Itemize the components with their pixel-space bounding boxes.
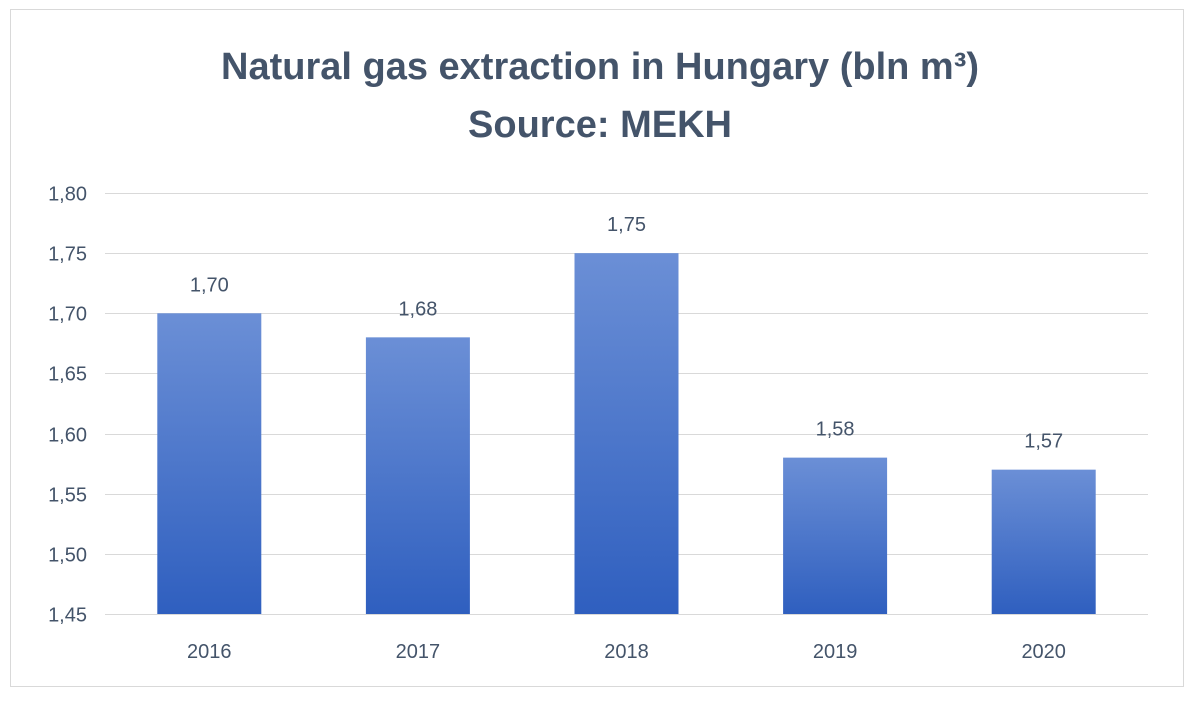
x-tick-label-2019: 2019 <box>813 641 858 663</box>
y-tick-label: 1,70 <box>48 304 87 326</box>
bar-2019 <box>783 457 888 614</box>
x-tick-label-2020: 2020 <box>1021 641 1066 663</box>
chart-title: Natural gas extraction in Hungary (bln m… <box>0 38 1200 154</box>
bar-2017 <box>365 337 470 614</box>
bar-2020 <box>991 469 1096 614</box>
data-label-2017: 1,68 <box>398 298 437 320</box>
y-tick-label: 1,60 <box>48 425 87 447</box>
data-labels: 1,70 1,68 1,75 1,58 1,57 <box>190 214 1063 453</box>
y-tick-label: 1,55 <box>48 485 87 507</box>
y-tick-label: 1,45 <box>48 605 87 627</box>
chart-title-line-2: Source: MEKH <box>468 104 732 146</box>
y-tick-label: 1,75 <box>48 244 87 266</box>
y-tick-label: 1,50 <box>48 545 87 567</box>
bars <box>157 253 1096 614</box>
y-tick-label: 1,80 <box>48 184 87 206</box>
bar-2018 <box>574 253 679 614</box>
x-tick-label-2016: 2016 <box>187 641 232 663</box>
chart-title-line-1: Natural gas extraction in Hungary (bln m… <box>221 46 979 88</box>
data-label-2018: 1,75 <box>607 214 646 236</box>
bar-2016 <box>157 313 262 614</box>
x-tick-label-2018: 2018 <box>604 641 649 663</box>
data-label-2020: 1,57 <box>1024 431 1063 453</box>
x-tick-label-2017: 2017 <box>396 641 441 663</box>
y-tick-label: 1,65 <box>48 364 87 386</box>
data-label-2019: 1,58 <box>816 419 855 441</box>
y-axis-tick-labels: 1,45 1,50 1,55 1,60 1,65 1,70 1,75 1,80 <box>48 184 87 627</box>
data-label-2016: 1,70 <box>190 274 229 296</box>
x-axis-tick-labels: 2016 2017 2018 2019 2020 <box>187 641 1066 663</box>
